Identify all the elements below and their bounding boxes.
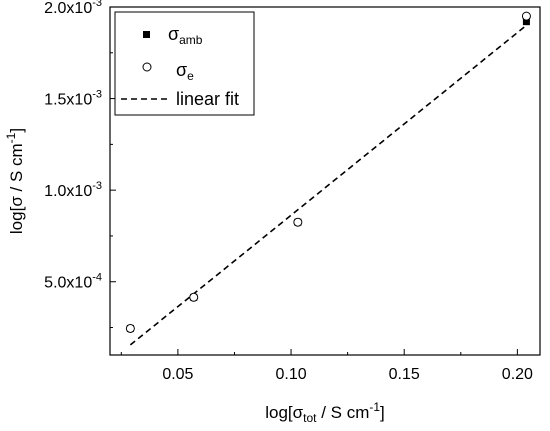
fit-layer	[129, 24, 527, 346]
legend-entry-sigma-e: σe	[176, 60, 194, 83]
x-axis-label: log[σtot / S cm-1]	[265, 400, 385, 425]
y-axis-label-end: ]	[7, 128, 26, 133]
x-tick-label-2: 0.15	[389, 366, 420, 383]
y-tick-label-base-0: 5.0x10	[44, 275, 92, 292]
points-layer	[125, 11, 531, 333]
point-sigma-e-0	[125, 323, 135, 333]
point-sigma-e-2	[293, 217, 303, 227]
y-axis-label-sup: -1	[4, 132, 18, 143]
plot-frame	[109, 6, 541, 356]
point-sigma-e-3	[521, 11, 531, 21]
x-axis-ticks: 0.05 0.10 0.15 0.20	[120, 349, 533, 383]
legend: σamb σe linear fit	[114, 11, 255, 116]
x-tick-label-0: 0.05	[162, 366, 193, 383]
y-tick-label-base-1: 1.0x10	[44, 183, 92, 200]
y-tick-label-0: 5.0x10-4	[44, 272, 102, 292]
y-tick-label-exp-2: -3	[92, 89, 102, 101]
x-tick-label-1: 0.10	[275, 366, 306, 383]
legend-entry-sigma-e-name: σ	[176, 60, 187, 80]
y-tick-label-base-3: 2.0x10	[44, 0, 92, 17]
legend-entry-sigma-amb-sub: amb	[179, 33, 203, 47]
y-tick-label-base-2: 1.5x10	[44, 92, 92, 109]
y-axis-label: log[σ / S cm-1]	[4, 128, 26, 234]
x-axis-label-rest: / S cm	[316, 403, 369, 422]
x-axis-label-main: log[σ	[265, 403, 303, 422]
legend-marker-filled-square	[143, 31, 150, 38]
y-axis-ticks: 5.0x10-41.0x10-31.5x10-32.0x10-3	[44, 0, 116, 329]
legend-marker-open-circle	[142, 62, 152, 72]
x-axis-label-sub: tot	[303, 411, 317, 425]
y-tick-label-2: 1.5x10-3	[44, 89, 102, 109]
legend-box	[114, 11, 255, 116]
y-tick-label-exp-0: -4	[92, 272, 102, 284]
x-axis-label-sup: -1	[369, 400, 380, 414]
fit-line	[129, 24, 527, 346]
x-axis-label-end: ]	[380, 403, 385, 422]
y-axis-label-main: log[σ / S cm	[7, 143, 26, 234]
y-tick-label-1: 1.0x10-3	[44, 180, 102, 200]
legend-entry-sigma-amb-name: σ	[168, 24, 179, 44]
legend-entry-linear-fit: linear fit	[176, 89, 239, 109]
point-sigma-amb-3	[522, 18, 530, 26]
y-tick-label-3: 2.0x10-3	[44, 0, 102, 17]
x-tick-label-3: 0.20	[502, 366, 533, 383]
legend-entry-sigma-amb: σamb	[168, 24, 203, 47]
point-sigma-e-1	[189, 292, 199, 302]
y-tick-label-exp-1: -3	[92, 180, 102, 192]
y-tick-label-exp-3: -3	[92, 0, 102, 9]
legend-entry-sigma-e-sub: e	[187, 69, 194, 83]
